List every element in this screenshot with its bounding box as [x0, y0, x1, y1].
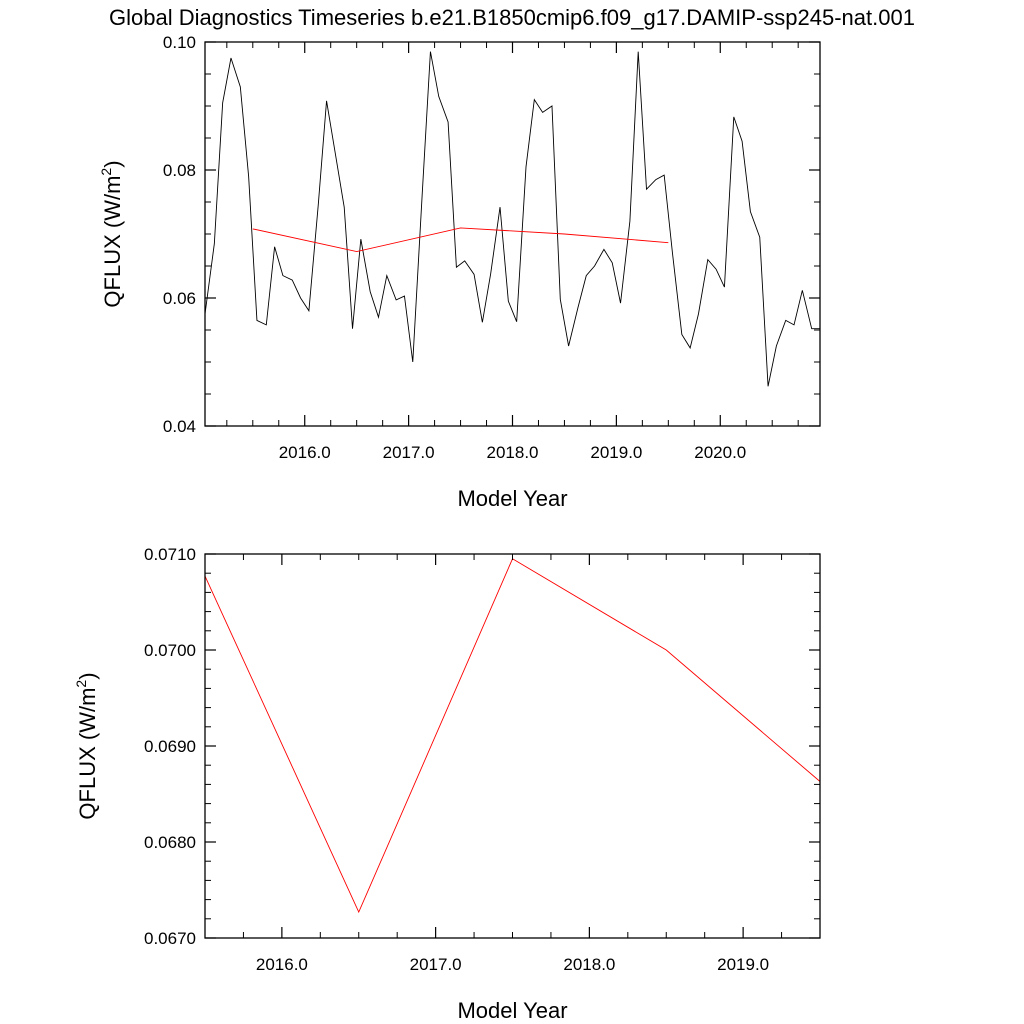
bottom-plot-lines	[204, 558, 821, 914]
top-y-tick-label: 0.10	[163, 33, 196, 52]
top-ticks: 2016.0 2017.0 2018.0 2019.0 2020.0 0.04 0.06 0.…	[163, 33, 820, 462]
top-y-label-close: )	[100, 160, 125, 167]
top-y-label-main: QFLUX (W/m	[100, 176, 125, 308]
bottom-y-tick-label: 0.0670	[144, 929, 196, 948]
top-y-tick-label: 0.08	[163, 161, 196, 180]
bottom-y-axis-label: QFLUX (W/m2)	[73, 672, 100, 819]
chart-title: Global Diagnostics Timeseries b.e21.B185…	[109, 5, 915, 30]
bottom-x-axis-label: Model Year	[457, 998, 567, 1023]
top-series-black-line	[204, 51, 820, 387]
top-y-label-sup: 2	[98, 168, 114, 176]
bottom-series-red-line	[204, 558, 821, 914]
bottom-y-tick-label: 0.0680	[144, 833, 196, 852]
bottom-x-tick-label: 2017.0	[410, 955, 462, 974]
bottom-x-tick-label: 2018.0	[563, 955, 615, 974]
top-x-tick-label: 2019.0	[590, 443, 642, 462]
top-y-tick-label: 0.06	[163, 289, 196, 308]
bottom-y-tick-label: 0.0690	[144, 737, 196, 756]
top-panel: 2016.0 2017.0 2018.0 2019.0 2020.0 0.04 0.06 0.…	[98, 33, 821, 511]
top-x-tick-label: 2016.0	[279, 443, 331, 462]
bottom-x-tick-label: 2016.0	[256, 955, 308, 974]
bottom-y-label-sup: 2	[73, 680, 89, 688]
bottom-panel: 2016.0 2017.0 2018.0 2019.0 0.0670 0.0680 0.06…	[73, 545, 821, 1023]
bottom-plot-frame	[204, 553, 821, 939]
top-y-tick-label: 0.04	[163, 417, 196, 436]
top-series-red-line	[252, 227, 669, 253]
top-plot-lines	[204, 51, 820, 387]
bottom-y-tick-label: 0.0710	[144, 545, 196, 564]
top-x-tick-label: 2017.0	[383, 443, 435, 462]
bottom-y-label-main: QFLUX (W/m	[75, 688, 100, 820]
bottom-y-tick-label: 0.0700	[144, 641, 196, 660]
bottom-ticks: 2016.0 2017.0 2018.0 2019.0 0.0670 0.0680 0.06…	[144, 545, 821, 974]
top-x-axis-label: Model Year	[457, 486, 567, 511]
bottom-y-label-close: )	[75, 672, 100, 679]
top-x-tick-label: 2018.0	[487, 443, 539, 462]
top-x-tick-label: 2020.0	[694, 443, 746, 462]
top-y-axis-label: QFLUX (W/m2)	[98, 160, 125, 307]
bottom-x-tick-label: 2019.0	[717, 955, 769, 974]
